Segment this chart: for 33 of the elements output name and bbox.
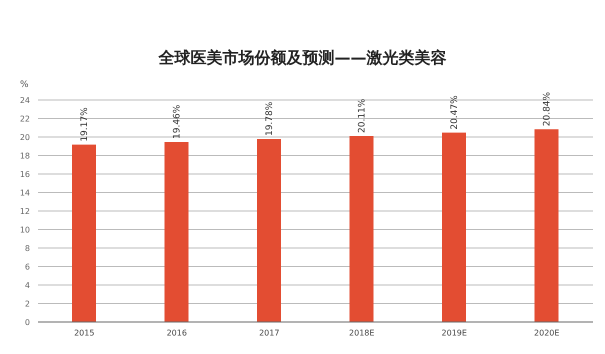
y-tick-label: 14	[20, 188, 30, 198]
y-tick-label: 20	[20, 132, 30, 142]
x-tick-label: 2019E	[442, 328, 467, 338]
bar	[442, 132, 466, 322]
x-tick-label: 2016	[166, 328, 187, 338]
y-tick-label: 22	[20, 114, 30, 124]
y-tick-label: 6	[24, 262, 30, 272]
chart-title: 全球医美市场份额及预测——激光类美容	[157, 48, 448, 69]
y-tick-label: 10	[20, 225, 30, 234]
y-tick-label: 12	[20, 206, 30, 216]
bar	[257, 139, 281, 322]
bar	[72, 144, 96, 322]
y-tick-label: 24	[20, 96, 30, 105]
data-label: 19.78%	[265, 101, 275, 136]
data-label: 19.17%	[80, 106, 90, 142]
bar	[534, 129, 558, 322]
data-label: 20.47%	[450, 94, 460, 130]
y-tick-label: 2	[24, 299, 30, 308]
y-tick-label: 8	[24, 244, 30, 253]
y-tick-label: 4	[24, 280, 30, 290]
y-tick-label: 18	[20, 151, 30, 160]
data-label: 20.84%	[542, 91, 552, 126]
bar	[164, 142, 188, 322]
data-label: 20.11%	[358, 98, 368, 133]
x-tick-label: 2015	[74, 328, 94, 338]
x-tick-label: 2020E	[534, 328, 560, 338]
bar	[350, 136, 374, 322]
y-tick-label: 0	[24, 318, 30, 327]
y-axis-title: %	[20, 80, 29, 90]
x-tick-label: 2017	[259, 328, 280, 338]
data-label: 19.46%	[172, 104, 182, 139]
x-tick-label: 2018E	[349, 328, 374, 338]
y-tick-label: 16	[20, 170, 30, 179]
